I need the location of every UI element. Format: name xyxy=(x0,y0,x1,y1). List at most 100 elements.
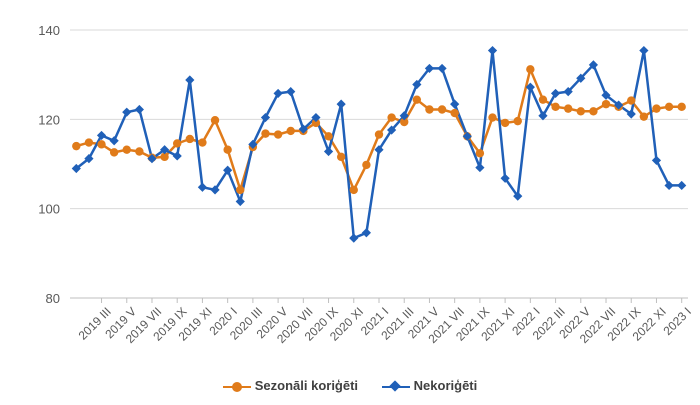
legend-item-seasonally-adjusted: Sezonāli koriģēti xyxy=(222,378,359,393)
y-tick-label: 80 xyxy=(46,291,60,306)
data-point-unadjusted xyxy=(538,111,548,121)
data-point-seasonally-adjusted xyxy=(109,148,119,157)
series-line-unadjusted xyxy=(75,49,682,240)
data-point-seasonally-adjusted xyxy=(236,185,245,195)
data-point-seasonally-adjusted xyxy=(425,105,434,114)
data-point-seasonally-adjusted xyxy=(450,108,459,118)
data-point-unadjusted xyxy=(147,154,157,164)
data-point-seasonally-adjusted xyxy=(589,107,598,116)
data-point-unadjusted xyxy=(550,88,561,99)
data-point-unadjusted xyxy=(71,163,81,174)
data-point-unadjusted xyxy=(450,99,460,109)
data-point-seasonally-adjusted xyxy=(576,107,585,116)
data-point-seasonally-adjusted xyxy=(475,149,485,158)
data-point-unadjusted xyxy=(462,131,472,141)
data-point-unadjusted xyxy=(374,145,384,155)
data-point-seasonally-adjusted xyxy=(639,112,649,121)
data-point-seasonally-adjusted xyxy=(135,147,144,156)
data-point-seasonally-adjusted xyxy=(500,118,510,128)
data-point-unadjusted xyxy=(197,182,208,192)
data-point-unadjusted xyxy=(134,104,144,115)
chart-legend: Sezonāli koriģēti Nekoriģēti xyxy=(0,378,700,393)
data-point-unadjusted xyxy=(424,63,435,74)
data-point-unadjusted xyxy=(626,109,636,119)
data-point-unadjusted xyxy=(500,173,510,183)
data-point-unadjusted xyxy=(664,180,674,191)
y-tick-label: 100 xyxy=(38,202,60,217)
data-point-unadjusted xyxy=(223,165,233,175)
data-point-unadjusted xyxy=(210,185,220,195)
data-point-seasonally-adjusted xyxy=(664,102,674,112)
data-point-unadjusted xyxy=(361,228,371,238)
legend-item-unadjusted: Nekoriģēti xyxy=(381,378,478,393)
data-point-unadjusted xyxy=(349,233,359,243)
data-point-unadjusted xyxy=(563,87,573,97)
data-point-seasonally-adjusted xyxy=(488,113,497,122)
data-point-seasonally-adjusted xyxy=(122,145,131,154)
data-point-unadjusted xyxy=(235,196,245,207)
data-point-seasonally-adjusted xyxy=(551,102,560,112)
data-point-seasonally-adjusted xyxy=(336,152,346,162)
data-point-seasonally-adjusted xyxy=(286,126,295,136)
data-point-unadjusted xyxy=(677,180,687,191)
data-point-unadjusted xyxy=(651,155,662,166)
data-point-unadjusted xyxy=(273,88,283,99)
y-tick-label: 120 xyxy=(38,112,60,127)
data-point-unadjusted xyxy=(513,191,523,201)
data-point-seasonally-adjusted xyxy=(349,185,358,195)
data-point-unadjusted xyxy=(387,125,397,135)
data-point-seasonally-adjusted xyxy=(160,152,169,162)
legend-circle-marker xyxy=(222,381,251,392)
data-point-unadjusted xyxy=(576,73,586,83)
data-point-unadjusted xyxy=(639,45,649,56)
data-point-unadjusted xyxy=(298,124,308,134)
data-point-unadjusted xyxy=(248,139,258,149)
data-point-seasonally-adjusted xyxy=(223,145,232,154)
data-point-seasonally-adjusted xyxy=(526,65,535,74)
data-point-unadjusted xyxy=(122,107,132,117)
data-point-seasonally-adjusted xyxy=(538,95,548,104)
data-point-unadjusted xyxy=(109,136,119,146)
data-point-unadjusted xyxy=(588,60,599,70)
data-point-unadjusted xyxy=(185,75,195,85)
data-point-unadjusted xyxy=(437,63,447,74)
data-point-seasonally-adjusted xyxy=(677,102,686,112)
data-point-unadjusted xyxy=(336,99,346,109)
data-point-unadjusted xyxy=(525,82,535,92)
data-point-unadjusted xyxy=(475,162,485,173)
data-point-seasonally-adjusted xyxy=(652,104,661,113)
data-point-seasonally-adjusted xyxy=(311,118,321,128)
data-point-seasonally-adjusted xyxy=(185,134,195,144)
data-point-seasonally-adjusted xyxy=(601,99,611,109)
legend-diamond-marker xyxy=(381,379,410,392)
data-point-seasonally-adjusted xyxy=(400,117,409,127)
data-point-seasonally-adjusted xyxy=(210,116,220,125)
data-point-unadjusted xyxy=(260,112,271,123)
series-line-seasonally-adjusted xyxy=(75,68,682,192)
y-tick-label: 140 xyxy=(38,23,60,38)
data-point-unadjusted xyxy=(286,87,296,97)
x-tick-label: 2023 I xyxy=(661,304,694,337)
legend-label-seasonally-adjusted: Sezonāli koriģēti xyxy=(254,378,359,393)
data-point-unadjusted xyxy=(412,79,422,90)
data-point-unadjusted xyxy=(614,100,624,110)
data-point-unadjusted xyxy=(159,145,170,155)
data-point-seasonally-adjusted xyxy=(173,139,182,148)
data-point-seasonally-adjusted xyxy=(374,130,384,139)
data-point-unadjusted xyxy=(311,112,321,123)
data-point-seasonally-adjusted xyxy=(387,113,396,122)
data-point-seasonally-adjusted xyxy=(324,132,333,141)
data-point-seasonally-adjusted xyxy=(198,138,207,147)
data-point-unadjusted xyxy=(172,151,182,161)
data-point-seasonally-adjusted xyxy=(97,140,106,149)
data-point-seasonally-adjusted xyxy=(84,138,94,147)
data-point-seasonally-adjusted xyxy=(273,130,283,139)
data-point-unadjusted xyxy=(96,130,107,141)
data-point-seasonally-adjusted xyxy=(412,95,422,104)
legend-label-unadjusted: Nekoriģēti xyxy=(413,378,478,393)
data-point-seasonally-adjusted xyxy=(563,104,573,113)
data-point-unadjusted xyxy=(323,146,334,157)
data-point-unadjusted xyxy=(84,154,94,164)
data-point-seasonally-adjusted xyxy=(362,160,371,170)
